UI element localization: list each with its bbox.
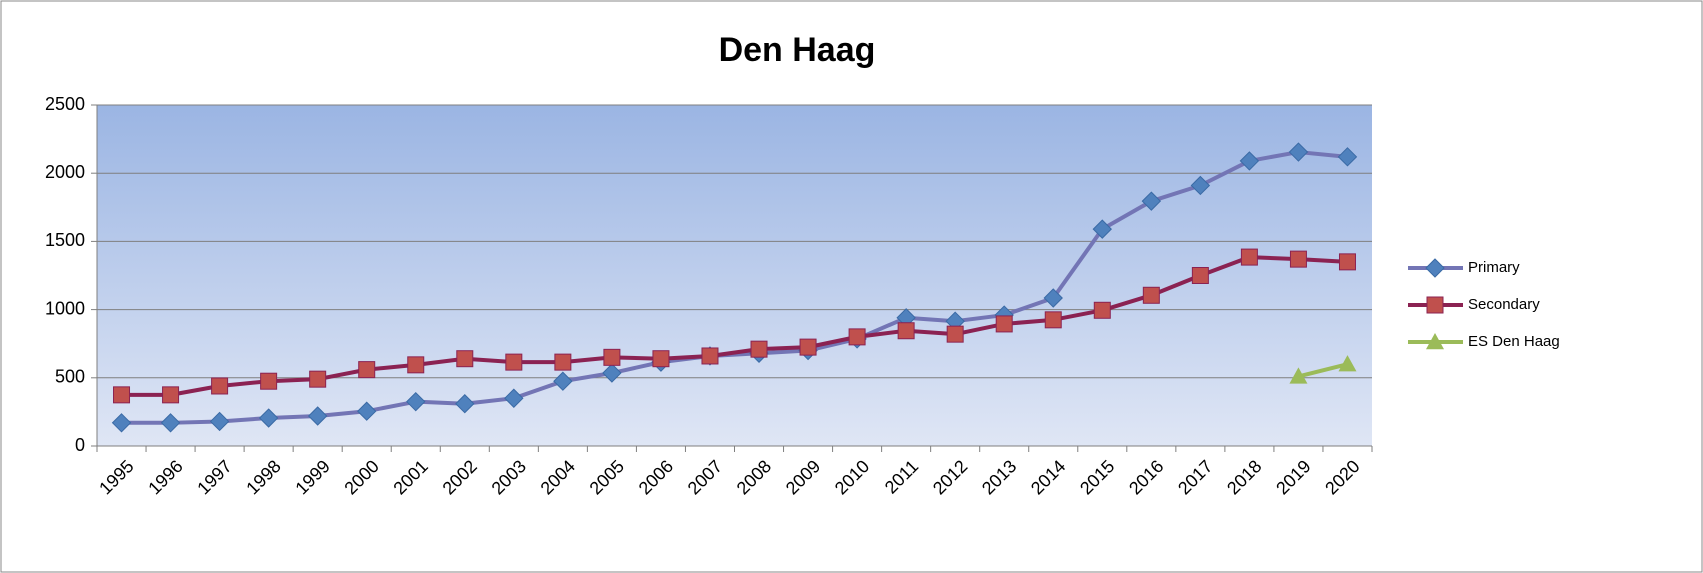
marker [1093, 301, 1111, 319]
marker [1289, 367, 1308, 384]
marker [406, 391, 426, 412]
marker [1289, 250, 1307, 268]
marker [504, 388, 524, 408]
marker [260, 372, 278, 390]
marker [1288, 142, 1309, 162]
plot-area [97, 105, 1372, 446]
legend-label: Secondary [1468, 296, 1540, 313]
marker [554, 353, 572, 371]
marker [1337, 147, 1358, 167]
marker [211, 377, 229, 395]
legend-marker [1426, 296, 1444, 314]
chart-title: Den Haag [719, 31, 876, 69]
marker [1043, 288, 1063, 308]
marker [553, 371, 573, 391]
legend-label: ES Den Haag [1468, 333, 1560, 350]
legend-marker [1425, 258, 1445, 278]
marker [602, 363, 622, 383]
marker [1044, 311, 1062, 329]
marker [750, 340, 768, 358]
legend-label: Primary [1468, 259, 1520, 276]
marker [455, 394, 475, 414]
marker [162, 386, 180, 404]
marker [309, 370, 327, 388]
legend-marker [1426, 333, 1444, 350]
marker [946, 325, 964, 343]
marker [995, 315, 1013, 333]
marker [1240, 248, 1258, 266]
y-tick-label: 1500 [45, 230, 85, 250]
marker [456, 350, 474, 368]
y-tick-label: 500 [55, 367, 85, 387]
marker [1338, 253, 1356, 271]
marker [1239, 151, 1260, 171]
marker [652, 350, 670, 368]
marker [357, 401, 377, 421]
marker [848, 328, 866, 346]
marker [1092, 219, 1112, 239]
marker [209, 411, 230, 432]
marker [1338, 355, 1357, 372]
y-tick-label: 1000 [45, 298, 85, 318]
marker [1191, 267, 1209, 284]
marker [307, 406, 328, 426]
y-tick-label: 2000 [45, 162, 85, 182]
marker [603, 348, 621, 366]
y-tick-label: 0 [75, 435, 85, 455]
marker [1142, 286, 1160, 304]
series-line [1297, 362, 1348, 379]
marker [1141, 191, 1162, 211]
marker [505, 353, 523, 371]
marker [258, 408, 279, 428]
marker [407, 356, 425, 374]
marker [358, 361, 376, 379]
marker [799, 338, 817, 356]
marker [1190, 175, 1211, 196]
marker [160, 413, 181, 433]
marker [701, 347, 719, 365]
marker [897, 322, 915, 340]
y-tick-label: 2500 [45, 94, 85, 114]
marker [111, 413, 132, 433]
marker [113, 386, 131, 404]
